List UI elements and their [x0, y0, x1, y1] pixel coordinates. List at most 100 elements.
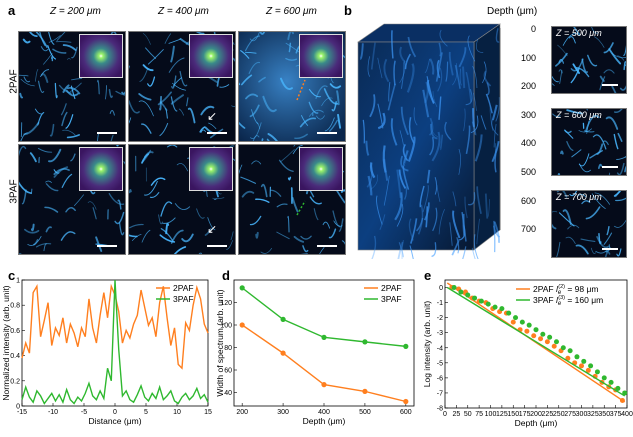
chart-d: 200 300 400 500 600 40 60 80 100 120 Depth (μm) Wid…	[215, 279, 415, 426]
depth-tick-label: 0	[530, 24, 536, 34]
point-3paf	[362, 339, 368, 345]
x-tick-label: 500	[359, 409, 371, 416]
point-3paf	[280, 316, 286, 322]
slice-z600: Z = 600 μm	[551, 108, 627, 176]
scale-bar	[317, 245, 337, 247]
legend-label-3paf: 3PAF	[381, 294, 402, 304]
y-tick-label: -3	[437, 330, 443, 337]
tile-2paf-z200	[18, 31, 126, 142]
point-2paf	[538, 336, 544, 342]
slice-depth-label: Z = 600 μm	[556, 110, 602, 120]
point-3paf	[519, 319, 525, 325]
point-3paf	[588, 363, 594, 369]
x-tick-label: 15	[204, 409, 212, 416]
y-tick-label: 0.4	[10, 353, 20, 360]
point-2paf	[403, 398, 409, 405]
y-tick-label: 120	[220, 300, 232, 307]
x-tick-label: 50	[464, 411, 472, 418]
x-tick-label: 250	[553, 411, 565, 418]
x-tick-label: 275	[564, 411, 576, 418]
x-tick-label: 75	[475, 411, 483, 418]
y-tick-label: 0	[16, 404, 20, 411]
y-tick-label: 0.8	[10, 303, 20, 310]
panel-b-label: b	[344, 3, 352, 18]
x-tick-label: 375	[610, 411, 622, 418]
fourier-spectrum-inset	[79, 147, 123, 191]
x-tick-label: 300	[277, 409, 289, 416]
point-3paf	[403, 343, 409, 349]
point-3paf	[458, 289, 464, 295]
point-3paf	[567, 348, 573, 354]
x-tick-label: 400	[318, 409, 330, 416]
point-2paf	[565, 355, 571, 361]
y-tick-label: -1	[437, 300, 443, 307]
point-3paf	[492, 304, 498, 310]
y-tick-label: 1	[16, 278, 20, 285]
col-title-z200: Z = 200 μm	[50, 6, 101, 17]
scale-bar	[97, 245, 117, 247]
point-3paf	[506, 310, 512, 316]
x-tick-label: 0	[113, 409, 117, 416]
profile-line-marker	[296, 79, 306, 101]
depth-axis-title: Depth (μm)	[487, 6, 538, 17]
panel-e-label: e	[424, 268, 432, 283]
scale-bar	[602, 84, 618, 86]
point-3paf	[513, 315, 519, 321]
point-3paf	[451, 285, 457, 291]
depth-tick-label: 300	[520, 109, 536, 120]
x-tick-label: 5	[144, 409, 148, 416]
point-2paf	[579, 363, 584, 369]
y-tick-label: -7	[437, 390, 443, 397]
x-tick-label: 10	[173, 409, 181, 416]
point-2paf	[239, 322, 245, 328]
slice-depth-label: Z = 700 μm	[556, 192, 602, 202]
fourier-spectrum-inset	[189, 147, 233, 191]
point-3paf	[547, 334, 553, 340]
fit-line-3paf	[446, 286, 626, 397]
arrow-marker-icon: ↙	[207, 222, 218, 236]
panel-a-label: a	[8, 3, 16, 18]
point-2paf	[551, 343, 557, 349]
scale-bar	[602, 248, 618, 250]
x-tick-label: 100	[485, 411, 497, 418]
point-3paf	[622, 390, 628, 396]
point-2paf	[362, 388, 368, 394]
y-tick-label: -5	[437, 360, 443, 367]
x-tick-label: 400	[621, 411, 633, 418]
y-tick-label: -6	[437, 375, 443, 382]
point-2paf	[321, 382, 327, 388]
y-tick-label: 40	[224, 390, 232, 397]
point-3paf	[239, 285, 245, 291]
slice-z500: Z = 500 μm	[551, 26, 627, 94]
panel-d-label: d	[222, 268, 230, 283]
chart-c: -15 -10 -5 0 5 10 15 0 0.2 0.4 0.6 0.8 1 Distance (μm…	[1, 278, 212, 427]
y-tick-label: 0.6	[10, 328, 20, 335]
y-tick-label: 0	[439, 285, 443, 292]
x-tick-label: -15	[17, 409, 27, 416]
point-3paf	[478, 298, 484, 304]
fourier-spectrum-inset	[79, 34, 123, 78]
tile-3paf-z400: ↙	[128, 144, 236, 255]
point-3paf	[581, 358, 587, 364]
legend-label-2paf: 2PAF	[381, 283, 402, 293]
point-3paf	[472, 295, 478, 301]
y-tick-label: -2	[437, 315, 443, 322]
legend-label-2paf: 2PAF le(2) = 98 μm	[533, 284, 598, 296]
point-2paf	[510, 319, 516, 325]
x-tick-label: -5	[81, 409, 87, 416]
y-axis-label: Normalized intensity (arb. unit)	[1, 285, 11, 400]
depth-tick-label: 100	[520, 52, 536, 63]
y-tick-label: 80	[224, 345, 232, 352]
point-3paf	[533, 327, 539, 333]
point-2paf	[531, 333, 537, 339]
tile-2paf-z400: ↙	[128, 31, 236, 142]
depth-tick-label: 400	[520, 138, 536, 149]
y-tick-label: 100	[220, 323, 232, 330]
volume-render	[357, 23, 501, 259]
depth-tick-label: 200	[520, 81, 536, 92]
point-3paf	[601, 375, 607, 381]
tile-3paf-z200	[18, 144, 126, 255]
x-tick-label: 225	[542, 411, 554, 418]
x-tick-label: 175	[519, 411, 531, 418]
depth-tick-label: 500	[520, 167, 536, 177]
